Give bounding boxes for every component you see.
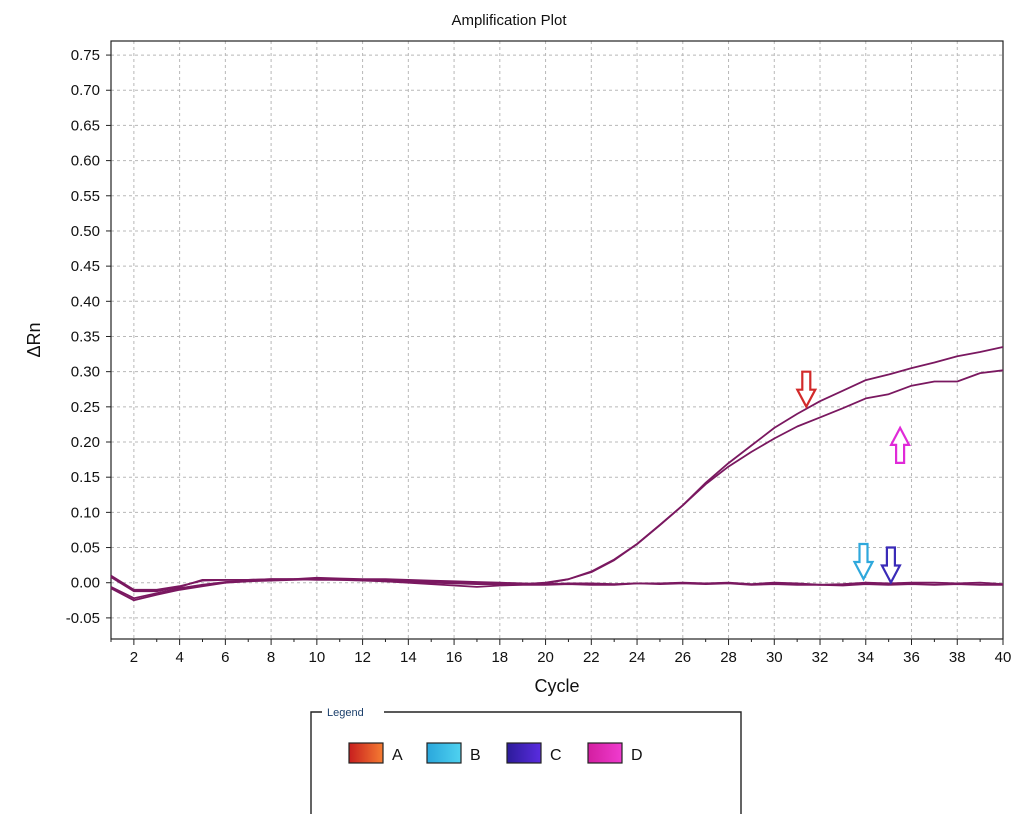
annotation-arrows <box>795 370 911 585</box>
y-tick-label: 0.35 <box>71 328 100 345</box>
y-tick-label: -0.05 <box>66 610 100 627</box>
y-tick-label: 0.25 <box>71 399 100 416</box>
y-tick-label: 0.60 <box>71 153 100 170</box>
series-line-1 <box>110 346 1004 593</box>
legend: Legend A B C D <box>310 707 742 814</box>
legend-item-a: A <box>348 742 403 764</box>
legend-item-c: C <box>506 742 562 764</box>
arrow-marker-3 <box>852 542 875 582</box>
series-line-2 <box>110 369 1004 591</box>
y-tick-label: 0.40 <box>71 293 100 310</box>
x-tick-label: 30 <box>766 649 783 666</box>
x-tick-label: 10 <box>309 649 326 666</box>
grid <box>111 41 1004 639</box>
legend-item-d: D <box>587 742 643 764</box>
y-tick-label: 0.55 <box>71 188 100 205</box>
legend-swatch <box>426 742 462 764</box>
y-tick-label: 0.15 <box>71 469 100 486</box>
y-axis-ticks: -0.05 0.00 0.05 0.10 0.15 0.20 0.25 0.30 0.35 0.4… <box>66 47 111 627</box>
legend-label: A <box>392 747 403 764</box>
x-axis-ticks: 2 4 6 8 10 12 14 16 18 20 22 24 26 28 30 32 34 36 38 40 <box>110 639 1012 666</box>
y-tick-label: 0.05 <box>71 540 100 557</box>
x-tick-label: 36 <box>903 649 920 666</box>
y-tick-label: 0.45 <box>71 258 100 275</box>
y-tick-label: 0.65 <box>71 117 100 134</box>
arrow-marker-4 <box>880 546 902 585</box>
x-tick-label: 6 <box>221 649 229 666</box>
legend-swatch <box>506 742 542 764</box>
x-tick-label: 26 <box>674 649 691 666</box>
y-tick-label: 0.00 <box>71 575 100 592</box>
series-lines <box>110 346 1004 602</box>
x-tick-label: 22 <box>583 649 600 666</box>
x-tick-label: 14 <box>400 649 417 666</box>
plot-frame <box>110 40 1004 640</box>
x-tick-label: 38 <box>949 649 966 666</box>
y-tick-label: 0.70 <box>71 82 100 99</box>
legend-item-b: B <box>426 742 481 764</box>
x-tick-label: 34 <box>857 649 874 666</box>
arrow-marker-1 <box>795 370 818 410</box>
x-tick-label: 18 <box>491 649 508 666</box>
x-tick-label: 12 <box>354 649 371 666</box>
x-tick-label: 8 <box>267 649 275 666</box>
series-line-4 <box>110 578 1003 602</box>
x-tick-label: 24 <box>629 649 646 666</box>
x-tick-label: 2 <box>130 649 138 666</box>
arrow-marker-2 <box>889 425 911 464</box>
x-tick-label: 20 <box>537 649 554 666</box>
chart-title: Amplification Plot <box>451 12 567 29</box>
legend-label: B <box>470 747 481 764</box>
y-tick-label: 0.10 <box>71 504 100 521</box>
y-axis-label: ΔRn <box>24 322 44 357</box>
y-tick-label: 0.30 <box>71 364 100 381</box>
legend-frame <box>310 711 742 814</box>
x-axis-label: Cycle <box>534 676 579 696</box>
x-tick-label: 32 <box>812 649 829 666</box>
legend-title: Legend <box>327 707 364 719</box>
x-tick-label: 4 <box>175 649 183 666</box>
x-tick-label: 16 <box>446 649 463 666</box>
x-tick-label: 40 <box>995 649 1012 666</box>
y-tick-label: 0.50 <box>71 223 100 240</box>
legend-items: A B C D <box>348 742 643 764</box>
legend-label: D <box>631 747 643 764</box>
y-tick-label: 0.75 <box>71 47 100 64</box>
y-tick-label: 0.20 <box>71 434 100 451</box>
legend-swatch <box>348 742 384 764</box>
x-tick-label: 28 <box>720 649 737 666</box>
legend-swatch <box>587 742 623 764</box>
legend-label: C <box>550 747 562 764</box>
